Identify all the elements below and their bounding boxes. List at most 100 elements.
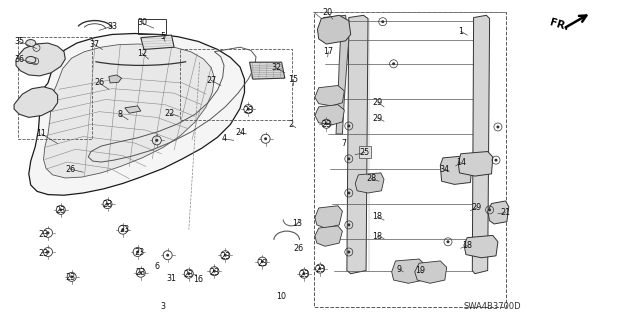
Circle shape <box>325 122 328 125</box>
Polygon shape <box>440 156 472 184</box>
Text: 27: 27 <box>206 76 216 85</box>
Circle shape <box>213 270 216 273</box>
Bar <box>18 37 92 139</box>
Polygon shape <box>415 261 447 283</box>
Polygon shape <box>392 259 426 283</box>
Ellipse shape <box>26 40 36 47</box>
Text: 23: 23 <box>102 200 113 209</box>
Circle shape <box>140 271 142 274</box>
Circle shape <box>261 260 264 263</box>
Text: 21: 21 <box>500 208 511 217</box>
Circle shape <box>166 254 169 257</box>
Text: 23: 23 <box>299 270 309 279</box>
Text: 26: 26 <box>94 78 104 87</box>
Text: 32: 32 <box>271 63 282 72</box>
Text: 23: 23 <box>209 268 220 277</box>
Circle shape <box>156 139 158 142</box>
Text: 6: 6 <box>154 262 159 271</box>
Text: 23: 23 <box>243 106 253 115</box>
Text: 29: 29 <box>372 98 383 107</box>
Text: 35: 35 <box>14 37 24 46</box>
Polygon shape <box>125 106 141 113</box>
Polygon shape <box>250 62 285 79</box>
Text: 14: 14 <box>456 158 466 167</box>
Circle shape <box>303 272 305 275</box>
Text: 12: 12 <box>137 49 147 58</box>
Text: 23: 23 <box>220 252 230 261</box>
Text: 25: 25 <box>360 148 370 157</box>
Text: 28: 28 <box>366 174 376 183</box>
Text: 9: 9 <box>397 265 402 274</box>
Text: 19: 19 <box>415 266 425 275</box>
Polygon shape <box>109 75 122 83</box>
Text: 17: 17 <box>323 47 333 56</box>
Bar <box>180 49 292 120</box>
Circle shape <box>392 62 395 65</box>
Text: 26: 26 <box>65 165 76 174</box>
Polygon shape <box>347 15 368 274</box>
Text: 7: 7 <box>341 139 346 148</box>
Bar <box>314 12 506 307</box>
Polygon shape <box>464 235 498 258</box>
Text: 23: 23 <box>257 259 268 268</box>
Text: 33: 33 <box>107 22 117 31</box>
Text: 23: 23 <box>38 230 49 239</box>
Circle shape <box>47 250 49 254</box>
Polygon shape <box>141 35 174 49</box>
Circle shape <box>47 231 49 234</box>
Text: 23: 23 <box>184 270 194 279</box>
Text: 22: 22 <box>164 109 175 118</box>
Polygon shape <box>315 226 342 246</box>
Circle shape <box>136 250 139 254</box>
Text: 29: 29 <box>372 114 383 122</box>
Circle shape <box>224 254 227 257</box>
Text: 2: 2 <box>289 120 294 129</box>
Circle shape <box>348 250 350 254</box>
Text: 18: 18 <box>372 232 383 241</box>
Bar <box>359 146 371 159</box>
Polygon shape <box>315 85 344 106</box>
Circle shape <box>188 272 190 275</box>
Text: 1: 1 <box>458 27 463 36</box>
Circle shape <box>70 275 73 278</box>
Text: 23: 23 <box>321 120 332 129</box>
Text: 24: 24 <box>235 128 245 137</box>
Polygon shape <box>488 201 509 224</box>
Circle shape <box>60 208 62 211</box>
Circle shape <box>488 208 491 211</box>
Circle shape <box>381 20 384 23</box>
Text: 20: 20 <box>323 8 333 17</box>
Text: 23: 23 <box>134 248 145 256</box>
Polygon shape <box>16 43 65 76</box>
Circle shape <box>348 157 350 160</box>
Circle shape <box>122 228 124 231</box>
Text: SWA4B3700D: SWA4B3700D <box>464 302 522 311</box>
Polygon shape <box>317 15 351 44</box>
Polygon shape <box>315 105 344 125</box>
Text: 23: 23 <box>65 273 76 282</box>
Text: 15: 15 <box>288 75 298 84</box>
Circle shape <box>348 223 350 226</box>
Text: 29: 29 <box>472 204 482 212</box>
Text: 5: 5 <box>161 32 166 41</box>
Text: 36: 36 <box>14 55 24 63</box>
Text: 23: 23 <box>56 206 66 215</box>
Circle shape <box>447 240 449 243</box>
Text: 3: 3 <box>161 302 166 311</box>
Circle shape <box>495 159 497 162</box>
Text: 23: 23 <box>136 268 146 277</box>
Bar <box>138 19 166 34</box>
Text: 10: 10 <box>276 292 287 301</box>
Text: 23: 23 <box>315 265 325 274</box>
Text: 30: 30 <box>137 19 147 27</box>
Polygon shape <box>472 15 490 274</box>
Text: 16: 16 <box>193 275 204 284</box>
Circle shape <box>247 108 250 111</box>
Text: 18: 18 <box>372 212 383 221</box>
Circle shape <box>264 137 267 140</box>
Text: FR.: FR. <box>548 17 570 32</box>
Circle shape <box>348 124 350 128</box>
Polygon shape <box>315 206 342 228</box>
Ellipse shape <box>26 56 36 63</box>
Polygon shape <box>14 87 58 117</box>
